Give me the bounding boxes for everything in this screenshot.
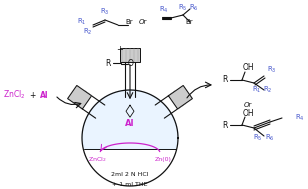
Text: R$_3$: R$_3$ bbox=[100, 7, 110, 17]
Text: R$_1$: R$_1$ bbox=[252, 85, 262, 95]
Text: O: O bbox=[128, 59, 134, 67]
Text: R$_2$: R$_2$ bbox=[83, 27, 93, 37]
FancyBboxPatch shape bbox=[120, 48, 140, 62]
Text: +: + bbox=[29, 91, 35, 99]
Polygon shape bbox=[168, 85, 192, 109]
Text: OH: OH bbox=[242, 108, 254, 118]
Text: R: R bbox=[222, 75, 228, 84]
Text: R$_5$: R$_5$ bbox=[253, 133, 263, 143]
Text: +: + bbox=[116, 46, 124, 54]
Polygon shape bbox=[82, 90, 178, 149]
Text: Br: Br bbox=[125, 19, 133, 25]
Text: R$_4$: R$_4$ bbox=[159, 5, 169, 15]
Text: R: R bbox=[222, 121, 228, 129]
Text: ZnCl$_2$: ZnCl$_2$ bbox=[88, 156, 106, 164]
Text: R$_4$: R$_4$ bbox=[295, 113, 305, 123]
Text: R: R bbox=[105, 59, 111, 67]
Text: R$_1$: R$_1$ bbox=[77, 17, 87, 27]
Text: Or: Or bbox=[244, 102, 252, 108]
Text: Br: Br bbox=[185, 19, 192, 25]
Text: R$_5$: R$_5$ bbox=[178, 3, 188, 13]
Text: Zn(0): Zn(0) bbox=[155, 157, 172, 163]
Text: R$_3$: R$_3$ bbox=[267, 65, 277, 75]
Text: Al: Al bbox=[125, 119, 135, 128]
Text: + 1 ml THE: + 1 ml THE bbox=[112, 181, 148, 187]
Text: R$_6$: R$_6$ bbox=[189, 3, 199, 13]
Text: 2ml 2 N HCl: 2ml 2 N HCl bbox=[111, 173, 149, 177]
Polygon shape bbox=[68, 85, 91, 109]
Text: OH: OH bbox=[242, 64, 254, 73]
Text: ZnCl$_2$: ZnCl$_2$ bbox=[3, 89, 26, 101]
Text: R$_6$: R$_6$ bbox=[265, 133, 275, 143]
Text: Al: Al bbox=[40, 91, 48, 99]
Text: Or: Or bbox=[139, 19, 147, 25]
Text: R$_2$: R$_2$ bbox=[263, 85, 273, 95]
